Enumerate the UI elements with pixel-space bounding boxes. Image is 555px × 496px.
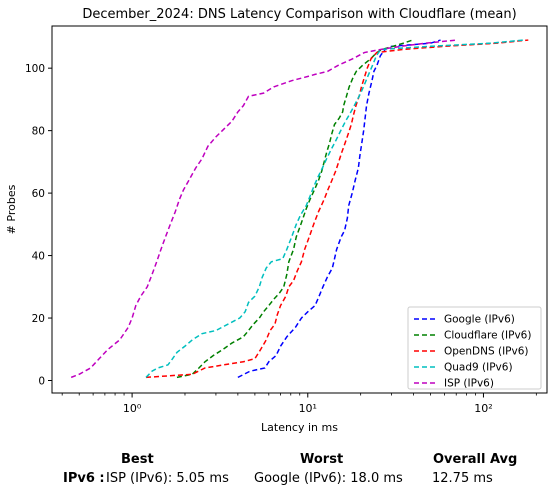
- legend-box: [407, 306, 542, 390]
- legend-label-0: Google (IPv6): [444, 314, 515, 326]
- best-header: Best: [121, 452, 154, 467]
- latency-chart: December_2024: DNS Latency Comparison wi…: [5, 7, 548, 434]
- worst-header: Worst: [300, 452, 344, 467]
- y-tick-label: 40: [32, 251, 45, 263]
- legend: Google (IPv6) Cloudflare (IPv6) OpenDNS (I…: [407, 306, 542, 390]
- series-line-3: [145, 39, 525, 378]
- best-value: ISP (IPv6): 5.05 ms: [106, 471, 229, 486]
- x-tick-label: 10²: [474, 402, 492, 415]
- series-line-2: [145, 39, 529, 379]
- x-tick-label: 10⁰: [123, 402, 142, 415]
- y-tick-label: 100: [25, 63, 45, 75]
- worst-value: Google (IPv6): 18.0 ms: [254, 471, 403, 486]
- y-tick-label: 0: [38, 376, 45, 388]
- series-line-1: [176, 39, 413, 379]
- x-tick-label: 10¹: [299, 402, 317, 415]
- y-tick-label: 20: [32, 313, 45, 325]
- legend-label-4: ISP (IPv6): [444, 378, 494, 390]
- x-axis-label: Latency in ms: [261, 421, 338, 434]
- legend-label-1: Cloudflare (IPv6): [444, 330, 531, 342]
- chart-title: December_2024: DNS Latency Comparison wi…: [82, 7, 516, 22]
- y-axis-label: # Probes: [5, 184, 18, 234]
- overall-avg-header: Overall Avg: [433, 452, 518, 467]
- legend-label-3: Quad9 (IPv6): [444, 362, 513, 374]
- y-tick-label: 60: [32, 188, 45, 200]
- series-line-4: [70, 39, 457, 379]
- legend-label-2: OpenDNS (IPv6): [444, 346, 529, 358]
- overall-avg-value: 12.75 ms: [432, 471, 493, 486]
- ipv6-row-label: IPv6 :: [63, 471, 105, 486]
- y-tick-label: 80: [32, 126, 45, 138]
